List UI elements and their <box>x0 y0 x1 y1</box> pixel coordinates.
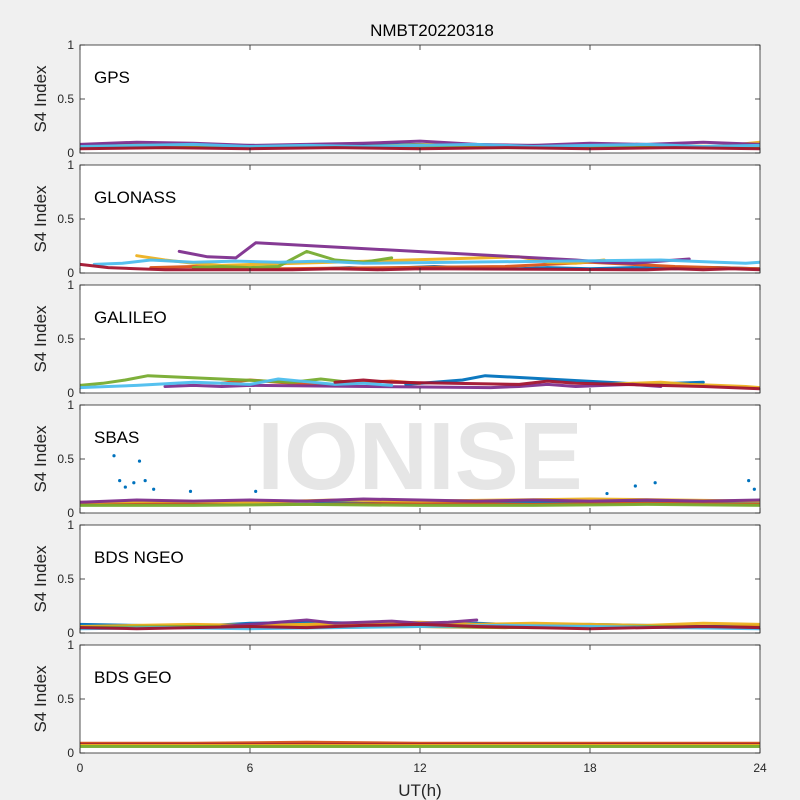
outlier-point <box>143 479 147 483</box>
y-tick-label: 1 <box>67 158 74 172</box>
y-tick-label: 0 <box>67 386 74 400</box>
data-track-6 <box>80 377 394 390</box>
y-tick-label: 0 <box>67 506 74 520</box>
outlier-point <box>112 454 116 458</box>
data-layer <box>80 454 760 507</box>
x-tick-label: 12 <box>413 761 427 775</box>
y-tick-label: 0 <box>67 266 74 280</box>
x-tick-label: 6 <box>247 761 254 775</box>
plot-area <box>80 405 760 513</box>
outlier-point <box>653 481 657 485</box>
y-tick-label: 1 <box>67 638 74 652</box>
y-axis-label: S4 Index <box>31 665 50 733</box>
y-tick-label: 1 <box>67 278 74 292</box>
y-tick-label: 0.5 <box>57 332 74 346</box>
y-tick-label: 1 <box>67 38 74 52</box>
data-layer <box>80 139 760 151</box>
y-axis-label: S4 Index <box>31 305 50 373</box>
data-layer <box>80 374 760 391</box>
plot-area <box>80 525 760 633</box>
x-tick-label: 24 <box>753 761 767 775</box>
outlier-point <box>633 484 637 488</box>
outlier-point <box>752 487 756 491</box>
y-axis-label: S4 Index <box>31 425 50 493</box>
panel-label: GLONASS <box>94 188 176 207</box>
plot-area <box>80 165 760 273</box>
panel-label: SBAS <box>94 428 139 447</box>
y-tick-label: 0 <box>67 146 74 160</box>
panel-galileo: 0 0.5 1 GALILEO S4 Index <box>31 278 761 400</box>
figure-title: NMBT20220318 <box>370 21 494 40</box>
y-tick-label: 0.5 <box>57 452 74 466</box>
plot-area <box>80 645 760 753</box>
data-track-4 <box>80 497 760 504</box>
x-tick-label: 18 <box>583 761 597 775</box>
data-track-4 <box>220 618 479 628</box>
watermark-text: IONISE <box>257 403 582 510</box>
panel-label: BDS GEO <box>94 668 171 687</box>
data-track-7 <box>80 262 760 272</box>
y-tick-label: 0 <box>67 746 74 760</box>
plot-area <box>80 45 760 153</box>
outlier-point <box>254 489 258 493</box>
panel-bds-geo: 0 0.5 1 BDS GEO S4 Index 0 6 12 18 24 <box>31 638 767 775</box>
data-track-5 <box>80 502 760 507</box>
data-track-5 <box>80 374 351 387</box>
panel-label: GALILEO <box>94 308 167 327</box>
y-tick-label: 1 <box>67 518 74 532</box>
y-axis-label: S4 Index <box>31 545 50 613</box>
outlier-point <box>188 489 193 493</box>
panel-bds-ngeo: 0 0.5 1 BDS NGEO S4 Index <box>31 518 761 640</box>
data-track-6 <box>92 258 760 266</box>
outlier-point <box>132 481 136 485</box>
x-axis-label: UT(h) <box>398 781 441 800</box>
y-axis-label: S4 Index <box>31 65 50 133</box>
data-track-7 <box>333 378 760 391</box>
data-layer <box>80 740 760 748</box>
data-layer <box>80 618 760 631</box>
plot-area <box>80 285 760 393</box>
panel-gps: 0 0.5 1 GPS S4 Index <box>31 38 761 160</box>
outlier-point <box>123 485 127 489</box>
data-track-6 <box>80 142 760 148</box>
outlier-point <box>118 479 122 483</box>
data-layer <box>80 241 760 272</box>
outlier-point <box>152 487 156 491</box>
y-tick-label: 0.5 <box>57 692 74 706</box>
y-tick-label: 0 <box>67 626 74 640</box>
outlier-point <box>747 479 751 483</box>
panels-group: 0 0.5 1 GPS S4 Index 0 0.5 1 GLONASS S4 Index 0 0.5… <box>31 38 767 775</box>
x-tick-label: 0 <box>77 761 84 775</box>
y-tick-label: 0.5 <box>57 92 74 106</box>
y-tick-label: 0.5 <box>57 212 74 226</box>
panel-label: GPS <box>94 68 130 87</box>
panel-label: BDS NGEO <box>94 548 184 567</box>
outlier-point <box>137 459 142 463</box>
y-tick-label: 0.5 <box>57 572 74 586</box>
data-track-7 <box>80 622 760 631</box>
outlier-point <box>605 491 609 496</box>
panel-glonass: 0 0.5 1 GLONASS S4 Index <box>31 158 761 280</box>
y-tick-label: 1 <box>67 398 74 412</box>
panel-sbas: IONISE 0 0.5 1 SBAS S4 Index <box>31 398 761 520</box>
y-axis-label: S4 Index <box>31 185 50 253</box>
